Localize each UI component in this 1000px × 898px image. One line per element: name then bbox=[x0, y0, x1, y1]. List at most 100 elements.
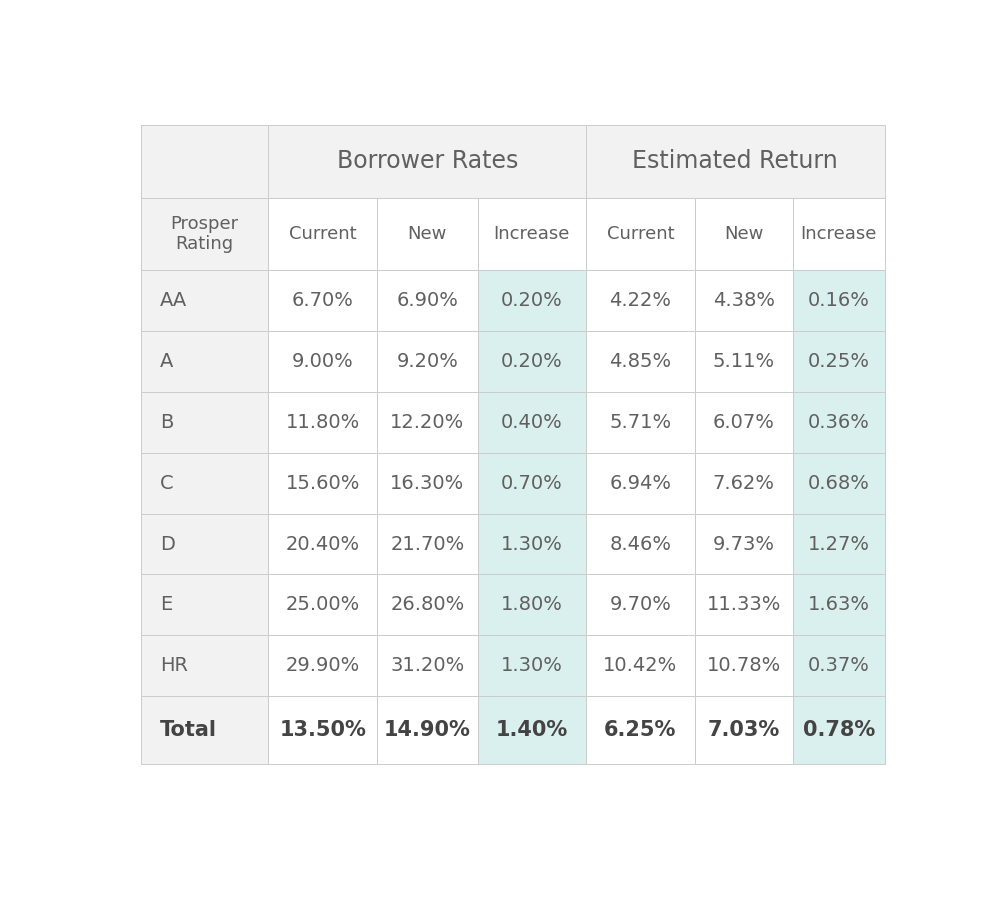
Bar bbox=[140, 696, 268, 764]
Bar bbox=[268, 270, 377, 331]
Bar bbox=[478, 575, 586, 636]
Bar bbox=[377, 331, 478, 392]
Text: 6.07%: 6.07% bbox=[713, 413, 775, 432]
Text: 26.80%: 26.80% bbox=[390, 595, 464, 614]
Text: 4.38%: 4.38% bbox=[713, 291, 775, 310]
Text: 10.42%: 10.42% bbox=[603, 656, 678, 675]
Bar bbox=[586, 514, 695, 575]
Text: New: New bbox=[408, 225, 447, 243]
Text: E: E bbox=[160, 595, 172, 614]
Text: 9.20%: 9.20% bbox=[396, 352, 458, 371]
Text: HR: HR bbox=[160, 656, 188, 675]
Bar bbox=[140, 514, 268, 575]
Text: 6.90%: 6.90% bbox=[396, 291, 458, 310]
Text: 0.16%: 0.16% bbox=[808, 291, 870, 310]
Bar bbox=[695, 636, 793, 696]
Text: 0.20%: 0.20% bbox=[501, 291, 563, 310]
Bar bbox=[793, 636, 885, 696]
Text: 0.36%: 0.36% bbox=[808, 413, 870, 432]
Bar bbox=[695, 514, 793, 575]
Text: 1.63%: 1.63% bbox=[808, 595, 870, 614]
Bar bbox=[268, 392, 377, 453]
Text: 0.70%: 0.70% bbox=[501, 474, 563, 493]
Text: 9.73%: 9.73% bbox=[713, 534, 775, 553]
Text: Current: Current bbox=[289, 225, 356, 243]
Bar bbox=[268, 696, 377, 764]
Bar bbox=[478, 636, 586, 696]
Bar bbox=[478, 270, 586, 331]
Text: Prosper
Rating: Prosper Rating bbox=[170, 215, 239, 253]
Text: 29.90%: 29.90% bbox=[286, 656, 360, 675]
Bar bbox=[268, 198, 377, 270]
Bar bbox=[377, 392, 478, 453]
Bar bbox=[695, 270, 793, 331]
Text: Increase: Increase bbox=[494, 225, 570, 243]
Bar bbox=[695, 575, 793, 636]
Text: 0.37%: 0.37% bbox=[808, 656, 870, 675]
Bar bbox=[377, 696, 478, 764]
Text: 9.70%: 9.70% bbox=[609, 595, 671, 614]
Text: Estimated Return: Estimated Return bbox=[632, 149, 838, 173]
Bar bbox=[377, 453, 478, 514]
Text: 8.46%: 8.46% bbox=[609, 534, 671, 553]
Bar bbox=[140, 453, 268, 514]
Bar bbox=[140, 270, 268, 331]
Bar bbox=[140, 198, 268, 270]
Bar bbox=[140, 331, 268, 392]
Text: 10.78%: 10.78% bbox=[707, 656, 781, 675]
Text: 1.27%: 1.27% bbox=[808, 534, 870, 553]
Bar bbox=[793, 696, 885, 764]
Text: B: B bbox=[160, 413, 173, 432]
Bar bbox=[377, 636, 478, 696]
Text: 0.78%: 0.78% bbox=[803, 720, 875, 740]
Text: 11.33%: 11.33% bbox=[707, 595, 781, 614]
Bar bbox=[695, 198, 793, 270]
Text: 0.68%: 0.68% bbox=[808, 474, 870, 493]
Text: 0.20%: 0.20% bbox=[501, 352, 563, 371]
Bar bbox=[377, 575, 478, 636]
Text: D: D bbox=[160, 534, 175, 553]
Bar bbox=[586, 575, 695, 636]
Text: Current: Current bbox=[607, 225, 674, 243]
Bar bbox=[478, 392, 586, 453]
Text: 12.20%: 12.20% bbox=[390, 413, 464, 432]
Bar bbox=[140, 636, 268, 696]
Bar bbox=[793, 453, 885, 514]
Bar bbox=[586, 270, 695, 331]
Bar bbox=[268, 125, 586, 198]
Bar bbox=[695, 453, 793, 514]
Text: 1.40%: 1.40% bbox=[496, 720, 568, 740]
Text: Borrower Rates: Borrower Rates bbox=[337, 149, 518, 173]
Text: 11.80%: 11.80% bbox=[286, 413, 360, 432]
Bar bbox=[478, 331, 586, 392]
Bar bbox=[586, 125, 885, 198]
Bar bbox=[586, 453, 695, 514]
Bar bbox=[377, 270, 478, 331]
Bar bbox=[586, 636, 695, 696]
Text: 9.00%: 9.00% bbox=[292, 352, 354, 371]
Bar bbox=[793, 198, 885, 270]
Text: 6.94%: 6.94% bbox=[609, 474, 671, 493]
Bar bbox=[268, 514, 377, 575]
Text: 13.50%: 13.50% bbox=[279, 720, 366, 740]
Bar bbox=[793, 514, 885, 575]
Bar bbox=[586, 198, 695, 270]
Bar bbox=[793, 270, 885, 331]
Bar bbox=[586, 696, 695, 764]
Text: 6.25%: 6.25% bbox=[604, 720, 677, 740]
Bar bbox=[140, 392, 268, 453]
Bar bbox=[377, 514, 478, 575]
Bar bbox=[377, 198, 478, 270]
Bar bbox=[478, 198, 586, 270]
Bar bbox=[695, 696, 793, 764]
Text: 7.62%: 7.62% bbox=[713, 474, 775, 493]
Bar bbox=[478, 453, 586, 514]
Text: 31.20%: 31.20% bbox=[390, 656, 464, 675]
Text: 0.25%: 0.25% bbox=[808, 352, 870, 371]
Bar bbox=[140, 575, 268, 636]
Bar bbox=[478, 514, 586, 575]
Text: 1.80%: 1.80% bbox=[501, 595, 563, 614]
Bar bbox=[695, 392, 793, 453]
Text: 14.90%: 14.90% bbox=[384, 720, 471, 740]
Bar bbox=[586, 331, 695, 392]
